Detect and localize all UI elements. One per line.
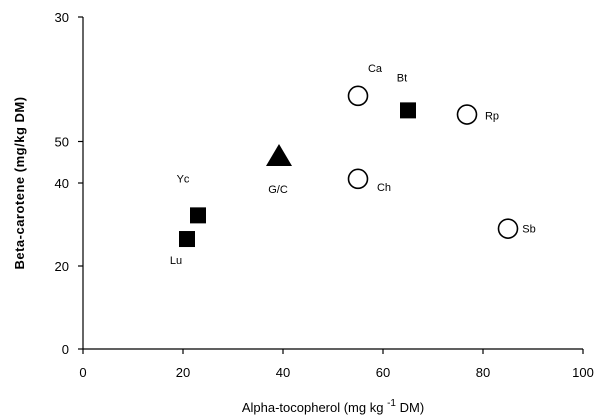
y-tick-label: 30 [55, 10, 69, 25]
point-marker-yc [190, 207, 206, 224]
x-tick-label: 20 [176, 365, 190, 380]
point-label-bt: Bt [397, 72, 407, 84]
point-label-gc: G/C [268, 184, 288, 196]
point-marker-ca [347, 85, 369, 107]
point-marker-lu [179, 231, 195, 248]
x-tick-label: 100 [572, 365, 594, 380]
x-axis-title-main: Alpha-tocopherol (mg kg [242, 400, 384, 415]
point-label-yc: Yc [177, 173, 190, 185]
x-ticks: 0 20 40 60 80 100 [79, 349, 594, 380]
x-axis-title-suffix: DM) [400, 400, 425, 415]
plot-area: 0 20 40 50 30 0 20 40 60 80 100 Lu Yc G/C Ca Ch Bt Rp Sb [55, 10, 594, 380]
point-label-rp: Rp [485, 111, 499, 123]
x-tick-label: 40 [276, 365, 290, 380]
point-marker-rp [456, 104, 478, 125]
y-tick-label: 40 [55, 176, 69, 191]
x-tick-label: 60 [376, 365, 390, 380]
point-marker-bt [400, 102, 416, 119]
y-axis-title: Beta-carotene (mg/kg DM) [12, 96, 27, 269]
y-tick-label: 50 [55, 135, 69, 150]
point-label-sb: Sb [522, 224, 535, 236]
y-tick-label: 0 [62, 342, 69, 357]
point-marker-ch [347, 168, 369, 190]
point-label-ch: Ch [377, 182, 391, 194]
point-label-lu: Lu [170, 255, 182, 267]
y-ticks: 0 20 40 50 30 [55, 10, 83, 357]
point-label-ca: Ca [368, 63, 383, 75]
x-axis-title-superscript: -1 [387, 398, 396, 409]
point-marker-sb [497, 218, 519, 239]
x-tick-label: 80 [476, 365, 490, 380]
y-tick-label: 20 [55, 259, 69, 274]
x-axis-title: Alpha-tocopherol (mg kg -1 DM) [242, 394, 424, 415]
point-marker-gc [266, 144, 292, 167]
x-tick-label: 0 [79, 365, 86, 380]
data-points: Lu Yc G/C Ca Ch Bt Rp Sb [170, 63, 536, 267]
